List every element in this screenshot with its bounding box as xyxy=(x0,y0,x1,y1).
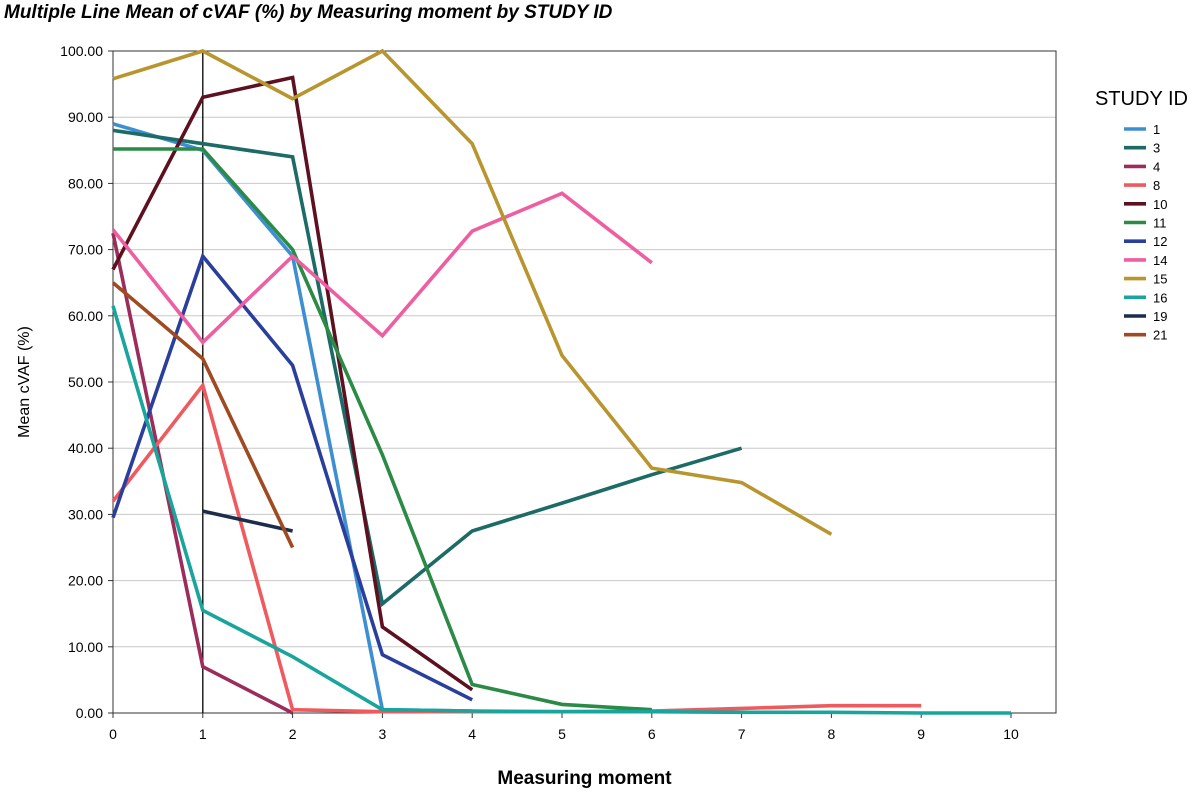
series-line-4 xyxy=(111,232,294,715)
series-line-1 xyxy=(112,122,473,713)
x-tick-label: 8 xyxy=(828,726,836,742)
legend-label-14: 14 xyxy=(1153,253,1167,268)
x-tick-label: 6 xyxy=(648,726,656,742)
series-line-15 xyxy=(112,48,833,536)
y-tick-label: 20.00 xyxy=(68,573,103,589)
series-line-16 xyxy=(111,305,1011,715)
series-line-10 xyxy=(111,75,474,692)
y-tick-label: 100.00 xyxy=(60,43,103,59)
legend-label-16: 16 xyxy=(1153,290,1167,305)
series-line-19 xyxy=(202,509,293,533)
legend-label-12: 12 xyxy=(1153,234,1167,249)
legend-label-21: 21 xyxy=(1153,328,1167,343)
y-tick-label: 0.00 xyxy=(76,705,103,721)
legend-label-1: 1 xyxy=(1153,122,1160,137)
y-tick-label: 60.00 xyxy=(68,308,103,324)
x-tick-label: 0 xyxy=(109,726,117,742)
y-tick-label: 30.00 xyxy=(68,506,103,522)
y-tick-label: 70.00 xyxy=(68,242,103,258)
y-tick-label: 10.00 xyxy=(68,639,103,655)
y-tick-label: 80.00 xyxy=(68,175,103,191)
series-line-12 xyxy=(111,252,474,702)
x-tick-label: 7 xyxy=(738,726,746,742)
x-tick-label: 1 xyxy=(199,726,207,742)
legend-title: STUDY ID xyxy=(1095,88,1188,110)
y-tick-label: 90.00 xyxy=(68,109,103,125)
legend-label-19: 19 xyxy=(1153,309,1167,324)
legend-label-4: 4 xyxy=(1153,159,1160,174)
series-line-8 xyxy=(111,381,922,714)
x-tick-label: 9 xyxy=(917,726,925,742)
series-line-21 xyxy=(111,281,295,549)
legend-label-11: 11 xyxy=(1153,216,1167,231)
x-tick-label: 2 xyxy=(289,726,297,742)
x-axis-title: Measuring moment xyxy=(497,768,672,789)
legend-label-10: 10 xyxy=(1153,197,1167,212)
x-tick-label: 5 xyxy=(558,726,566,742)
x-tick-label: 10 xyxy=(1003,726,1019,742)
legend-label-8: 8 xyxy=(1153,178,1160,193)
x-tick-label: 4 xyxy=(468,726,476,742)
series-line-11 xyxy=(113,147,652,712)
y-axis-title: Mean cVAF (%) xyxy=(16,326,33,438)
y-tick-label: 40.00 xyxy=(68,440,103,456)
x-tick-label: 3 xyxy=(379,726,387,742)
legend-label-15: 15 xyxy=(1153,272,1167,287)
chart-title: Multiple Line Mean of cVAF (%) by Measur… xyxy=(4,2,613,23)
y-tick-label: 50.00 xyxy=(68,374,103,390)
legend-label-3: 3 xyxy=(1153,141,1160,156)
series-line-14 xyxy=(111,191,653,345)
